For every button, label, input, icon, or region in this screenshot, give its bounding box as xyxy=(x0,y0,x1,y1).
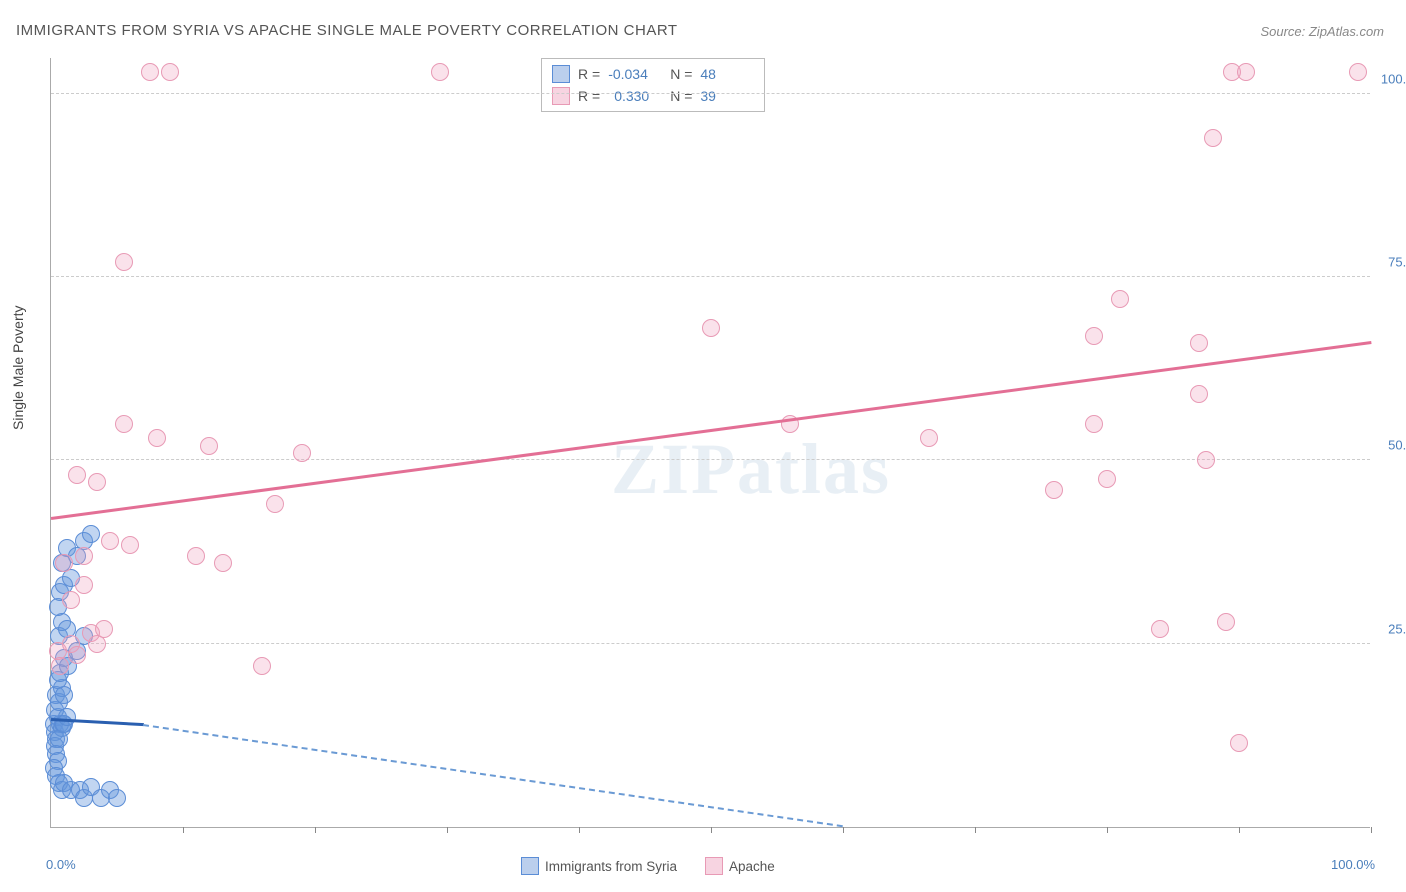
data-point xyxy=(1085,415,1103,433)
data-point xyxy=(266,495,284,513)
data-point xyxy=(68,466,86,484)
data-point xyxy=(121,536,139,554)
r-value-2: 0.330 xyxy=(608,88,662,104)
swatch-blue-icon xyxy=(552,65,570,83)
n-value-1: 48 xyxy=(700,66,754,82)
data-point xyxy=(431,63,449,81)
n-label: N = xyxy=(670,66,692,82)
data-point xyxy=(82,525,100,543)
stats-row-series-2: R = 0.330 N = 39 xyxy=(552,85,754,107)
data-point xyxy=(1204,129,1222,147)
data-point xyxy=(75,547,93,565)
x-tick xyxy=(1239,827,1240,833)
plot-area: ZIPatlas R = -0.034 N = 48 R = 0.330 N =… xyxy=(50,58,1370,828)
data-point xyxy=(141,63,159,81)
r-label: R = xyxy=(578,66,600,82)
trend-line xyxy=(143,724,843,827)
data-point xyxy=(148,429,166,447)
x-tick xyxy=(843,827,844,833)
gridline-h xyxy=(51,643,1370,644)
stats-row-series-1: R = -0.034 N = 48 xyxy=(552,63,754,85)
data-point xyxy=(200,437,218,455)
n-value-2: 39 xyxy=(700,88,754,104)
legend-bottom: Immigrants from Syria Apache xyxy=(521,857,775,875)
data-point xyxy=(161,63,179,81)
data-point xyxy=(1111,290,1129,308)
legend-swatch-pink-icon xyxy=(705,857,723,875)
legend-label-1: Immigrants from Syria xyxy=(545,859,677,874)
legend-item-1: Immigrants from Syria xyxy=(521,857,677,875)
gridline-h xyxy=(51,459,1370,460)
data-point xyxy=(920,429,938,447)
data-point xyxy=(75,576,93,594)
x-tick xyxy=(711,827,712,833)
y-tick-label: 50.0% xyxy=(1388,438,1406,453)
data-point xyxy=(1349,63,1367,81)
data-point xyxy=(1237,63,1255,81)
x-tick-label: 100.0% xyxy=(1331,857,1375,872)
data-point xyxy=(88,473,106,491)
data-point xyxy=(1085,327,1103,345)
data-point xyxy=(1190,385,1208,403)
y-tick-label: 25.0% xyxy=(1388,621,1406,636)
data-point xyxy=(1230,734,1248,752)
stats-legend-box: R = -0.034 N = 48 R = 0.330 N = 39 xyxy=(541,58,765,112)
gridline-h xyxy=(51,93,1370,94)
data-point xyxy=(68,646,86,664)
data-point xyxy=(1151,620,1169,638)
data-point xyxy=(62,591,80,609)
data-point xyxy=(702,319,720,337)
data-point xyxy=(1098,470,1116,488)
data-point xyxy=(108,789,126,807)
data-point xyxy=(1190,334,1208,352)
source-attribution: Source: ZipAtlas.com xyxy=(1260,24,1384,39)
x-tick xyxy=(975,827,976,833)
legend-swatch-blue-icon xyxy=(521,857,539,875)
data-point xyxy=(95,620,113,638)
x-tick xyxy=(447,827,448,833)
data-point xyxy=(115,415,133,433)
data-point xyxy=(1217,613,1235,631)
legend-item-2: Apache xyxy=(705,857,775,875)
data-point xyxy=(115,253,133,271)
r-value-1: -0.034 xyxy=(608,66,662,82)
swatch-pink-icon xyxy=(552,87,570,105)
trend-line xyxy=(51,341,1371,519)
n-label-2: N = xyxy=(670,88,692,104)
y-axis-label: Single Male Poverty xyxy=(10,305,26,430)
x-tick-label: 0.0% xyxy=(46,857,76,872)
data-point xyxy=(214,554,232,572)
x-tick xyxy=(183,827,184,833)
data-point xyxy=(51,657,69,675)
data-point xyxy=(187,547,205,565)
x-tick xyxy=(1371,827,1372,833)
chart-container: IMMIGRANTS FROM SYRIA VS APACHE SINGLE M… xyxy=(0,0,1406,892)
r-label-2: R = xyxy=(578,88,600,104)
data-point xyxy=(1197,451,1215,469)
data-point xyxy=(101,532,119,550)
y-tick-label: 100.0% xyxy=(1381,71,1406,86)
data-point xyxy=(253,657,271,675)
x-tick xyxy=(1107,827,1108,833)
data-point xyxy=(1045,481,1063,499)
data-point xyxy=(55,554,73,572)
data-point xyxy=(293,444,311,462)
x-tick xyxy=(315,827,316,833)
legend-label-2: Apache xyxy=(729,859,775,874)
x-tick xyxy=(579,827,580,833)
watermark-text: ZIPatlas xyxy=(611,428,891,511)
y-tick-label: 75.0% xyxy=(1388,255,1406,270)
gridline-h xyxy=(51,276,1370,277)
chart-title: IMMIGRANTS FROM SYRIA VS APACHE SINGLE M… xyxy=(16,22,678,39)
